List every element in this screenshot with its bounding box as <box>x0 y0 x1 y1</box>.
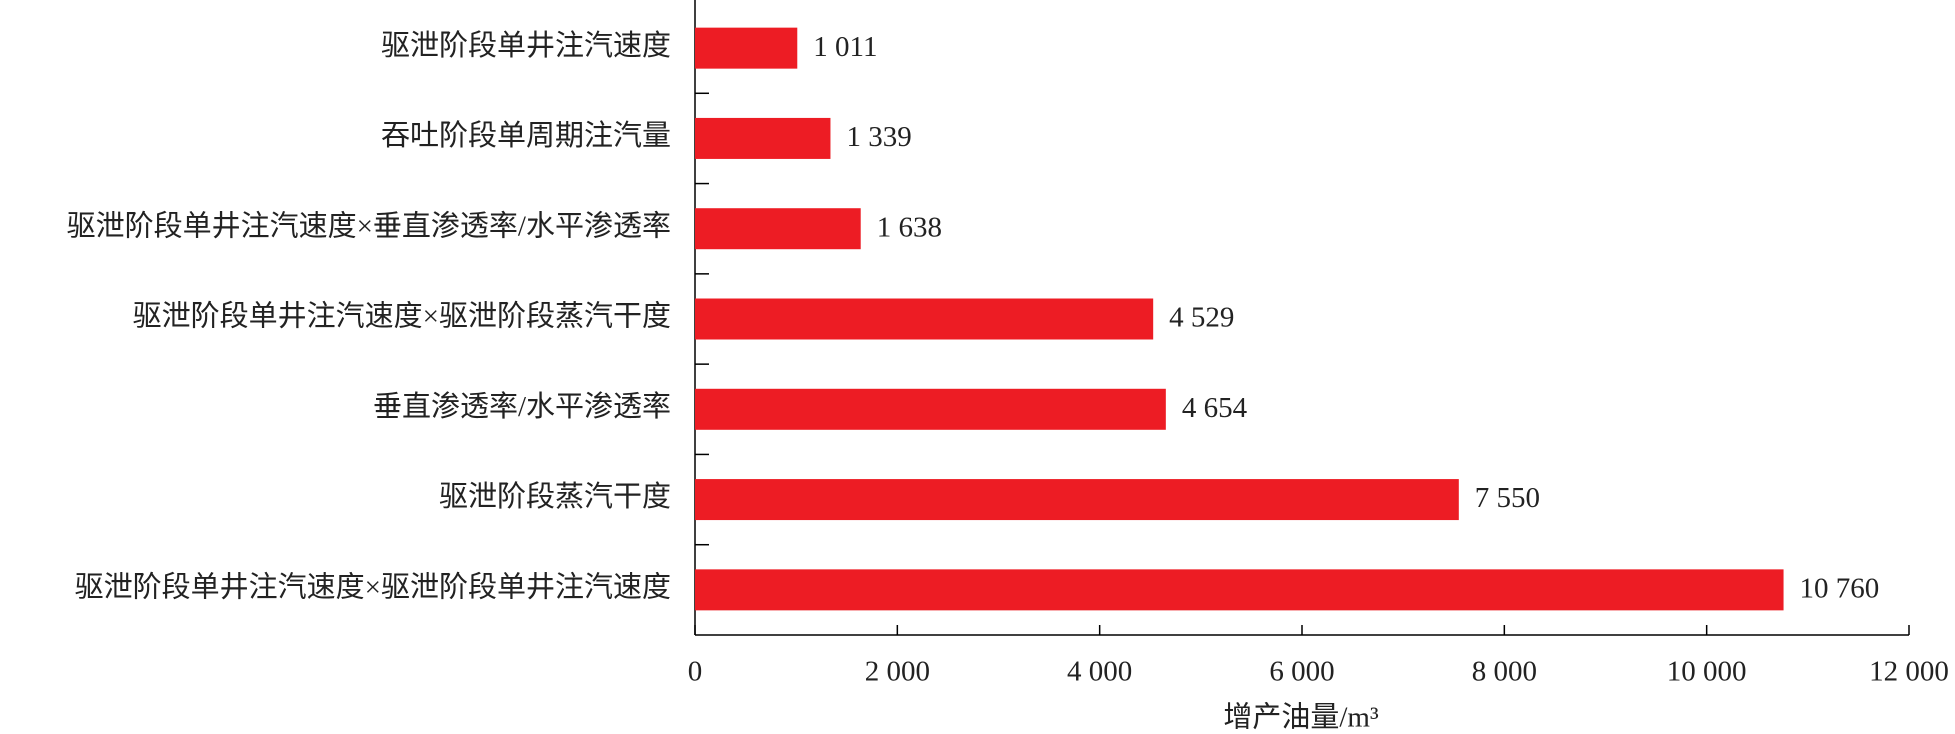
value-label: 10 760 <box>1800 573 1880 605</box>
value-label: 1 638 <box>877 211 942 243</box>
x-tick-label: 4 000 <box>1067 656 1132 688</box>
bar <box>695 388 1166 430</box>
bar <box>695 298 1154 340</box>
y-tick-label: 垂直渗透率/水平渗透率 <box>373 390 671 423</box>
bar <box>695 27 798 69</box>
y-tick-label: 驱泄阶段单井注汽速度×驱泄阶段蒸汽干度 <box>133 300 671 333</box>
y-tick-label: 驱泄阶段单井注汽速度 <box>381 29 671 62</box>
x-tick-label: 10 000 <box>1667 656 1747 688</box>
x-tick-label: 2 000 <box>865 656 930 688</box>
value-label: 4 654 <box>1182 392 1248 424</box>
y-tick-label: 驱泄阶段单井注汽速度×垂直渗透率/水平渗透率 <box>67 209 671 242</box>
y-tick-label: 吞吐阶段单周期注汽量 <box>381 119 671 152</box>
bar <box>695 117 831 159</box>
value-label: 4 529 <box>1169 302 1234 334</box>
value-label: 7 550 <box>1475 482 1540 514</box>
x-tick-label: 6 000 <box>1269 656 1334 688</box>
y-tick-label: 驱泄阶段单井注汽速度×驱泄阶段单井注汽速度 <box>75 571 671 604</box>
bar <box>695 208 861 250</box>
y-tick-label: 驱泄阶段蒸汽干度 <box>439 480 671 513</box>
value-label: 1 339 <box>846 121 911 153</box>
x-tick-label: 12 000 <box>1869 656 1949 688</box>
x-axis-label: 增产油量/m³ <box>1223 701 1379 734</box>
x-tick-label: 8 000 <box>1472 656 1537 688</box>
value-label: 1 011 <box>813 31 877 63</box>
bar <box>695 569 1784 611</box>
x-tick-label: 0 <box>688 656 703 688</box>
bar <box>695 479 1459 521</box>
